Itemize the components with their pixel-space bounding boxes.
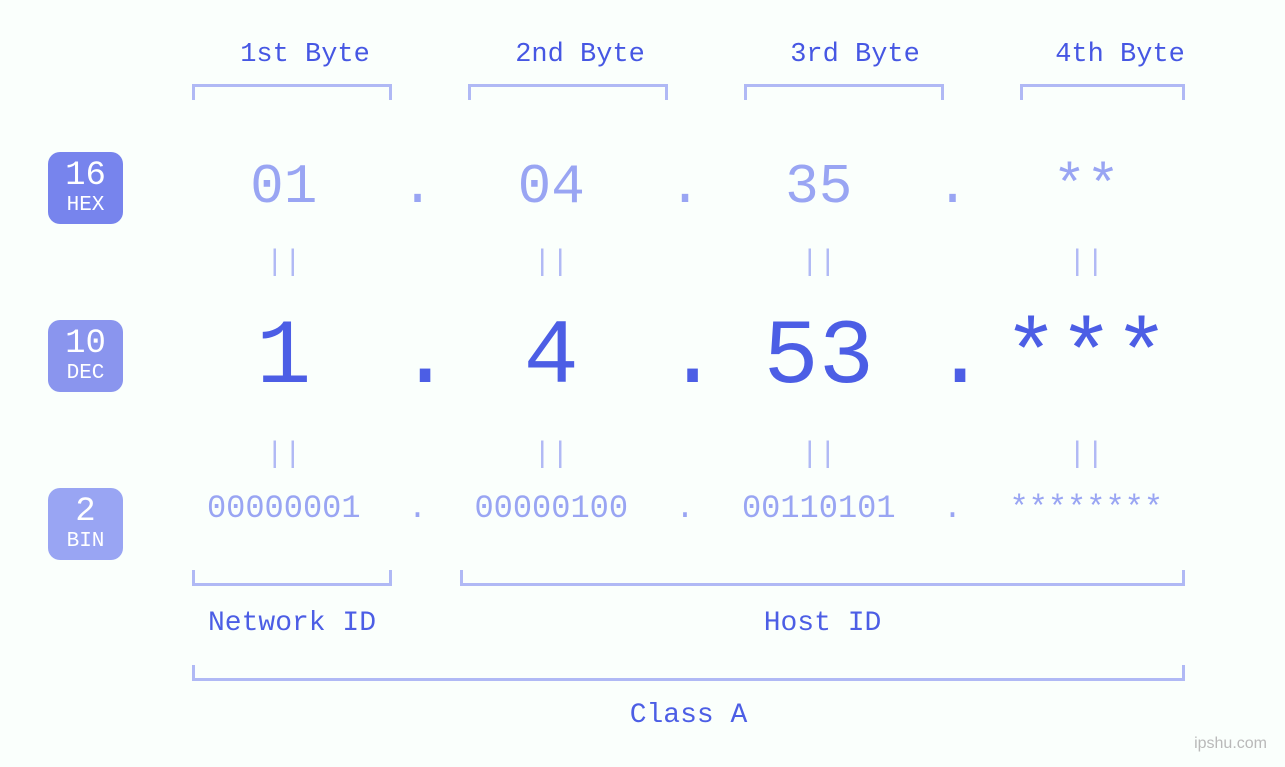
byte-header-1: 1st Byte	[205, 40, 405, 70]
dot-icon: .	[933, 490, 973, 527]
class-label: Class A	[192, 700, 1185, 731]
dec-byte-2: 4	[438, 305, 666, 410]
dec-byte-3: 53	[705, 305, 933, 410]
hex-byte-1: 01	[170, 155, 398, 219]
badge-dec-label: DEC	[48, 363, 123, 385]
hex-byte-2: 04	[438, 155, 666, 219]
byte-header-3: 3rd Byte	[755, 40, 955, 70]
equals-icon: ||	[705, 438, 933, 472]
hex-byte-3: 35	[705, 155, 933, 219]
ip-diagram: 1st Byte 2nd Byte 3rd Byte 4th Byte 16 H…	[0, 0, 1285, 767]
watermark: ipshu.com	[1194, 735, 1267, 753]
bin-byte-4: ********	[973, 490, 1201, 527]
dot-icon: .	[398, 305, 438, 410]
badge-dec: 10 DEC	[48, 320, 123, 392]
badge-dec-num: 10	[48, 327, 123, 363]
badge-hex-label: HEX	[48, 195, 123, 217]
bin-byte-1: 00000001	[170, 490, 398, 527]
dot-icon: .	[933, 305, 973, 410]
top-bracket-3	[744, 84, 944, 100]
equals-row-lower: || || || ||	[170, 438, 1200, 472]
dot-icon: .	[398, 490, 438, 527]
badge-bin-num: 2	[48, 495, 123, 531]
badge-hex-num: 16	[48, 159, 123, 195]
byte-header-2: 2nd Byte	[480, 40, 680, 70]
equals-icon: ||	[973, 438, 1201, 472]
bin-byte-2: 00000100	[438, 490, 666, 527]
top-bracket-4	[1020, 84, 1185, 100]
host-id-label: Host ID	[460, 608, 1185, 639]
class-bracket	[192, 665, 1185, 681]
bin-row: 00000001 . 00000100 . 00110101 . *******…	[170, 490, 1200, 527]
network-id-bracket	[192, 570, 392, 586]
hex-row: 01 . 04 . 35 . **	[170, 155, 1200, 219]
equals-icon: ||	[973, 246, 1201, 280]
badge-bin: 2 BIN	[48, 488, 123, 560]
top-bracket-1	[192, 84, 392, 100]
equals-icon: ||	[438, 438, 666, 472]
host-id-bracket	[460, 570, 1185, 586]
badge-hex: 16 HEX	[48, 152, 123, 224]
dot-icon: .	[665, 305, 705, 410]
equals-icon: ||	[170, 246, 398, 280]
hex-byte-4: **	[973, 155, 1201, 219]
equals-icon: ||	[438, 246, 666, 280]
network-id-label: Network ID	[192, 608, 392, 639]
dot-icon: .	[398, 155, 438, 219]
byte-header-4: 4th Byte	[1020, 40, 1220, 70]
dec-byte-4: ***	[973, 305, 1201, 410]
dot-icon: .	[665, 490, 705, 527]
equals-icon: ||	[705, 246, 933, 280]
dot-icon: .	[665, 155, 705, 219]
top-bracket-2	[468, 84, 668, 100]
equals-row-upper: || || || ||	[170, 246, 1200, 280]
bin-byte-3: 00110101	[705, 490, 933, 527]
dec-byte-1: 1	[170, 305, 398, 410]
dec-row: 1 . 4 . 53 . ***	[170, 305, 1200, 410]
equals-icon: ||	[170, 438, 398, 472]
badge-bin-label: BIN	[48, 531, 123, 553]
dot-icon: .	[933, 155, 973, 219]
